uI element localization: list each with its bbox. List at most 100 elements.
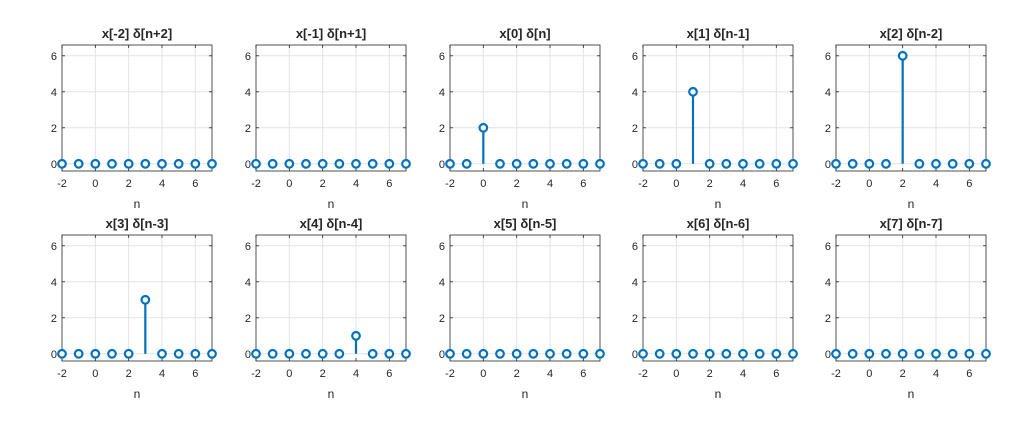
x-tick-label: -2 <box>251 178 261 190</box>
stem-marker <box>461 348 472 359</box>
stem-marker <box>688 86 698 97</box>
axes-background <box>450 45 600 171</box>
x-tick-label: 4 <box>547 368 553 380</box>
y-tick-label: 6 <box>825 241 831 253</box>
stem-marker <box>947 158 958 169</box>
x-tick-label: 2 <box>900 368 906 380</box>
stem-marker <box>914 158 925 169</box>
stem-marker <box>334 348 345 359</box>
x-tick-label: 6 <box>966 178 972 190</box>
stem-marker <box>754 158 765 169</box>
stem-marker <box>738 348 748 359</box>
x-tick-label: 6 <box>966 368 972 380</box>
y-tick-label: 2 <box>825 123 831 135</box>
y-tick-label: 4 <box>825 87 831 99</box>
x-tick-label: 0 <box>866 368 872 380</box>
y-tick-label: 6 <box>245 241 251 253</box>
stem-marker <box>190 348 201 359</box>
y-tick-label: 0 <box>245 349 251 361</box>
stem-marker <box>401 158 411 169</box>
stem-marker <box>721 158 732 169</box>
x-tick-label: 2 <box>900 178 906 190</box>
x-axis-label: n <box>134 197 141 211</box>
x-tick-label: 6 <box>192 368 198 380</box>
stem-marker <box>317 158 328 169</box>
axes-box <box>835 44 987 172</box>
x-tick-label: 4 <box>740 178 746 190</box>
axes-box <box>61 44 213 172</box>
stem-marker <box>688 348 698 359</box>
y-tick-label: 2 <box>51 123 57 135</box>
x-tick-label: 4 <box>159 178 165 190</box>
x-axis-label: n <box>328 387 335 401</box>
y-tick-label: 4 <box>825 277 831 289</box>
stem-marker <box>495 158 505 169</box>
x-tick-label: 2 <box>126 178 132 190</box>
x-axis-label: n <box>522 387 529 401</box>
stem-marker <box>107 158 117 169</box>
stem-marker <box>351 330 361 341</box>
stem-marker <box>788 158 798 169</box>
x-tick-label: 4 <box>933 368 939 380</box>
stem-marker <box>207 158 217 169</box>
x-tick-label: -2 <box>57 368 67 380</box>
x-tick-label: 0 <box>673 178 679 190</box>
stem-marker <box>947 348 958 359</box>
stem-marker <box>334 158 345 169</box>
stem-marker <box>638 348 648 359</box>
y-tick-label: 0 <box>825 349 831 361</box>
stem-marker <box>831 158 841 169</box>
stem-marker <box>545 348 555 359</box>
stem-marker <box>914 348 925 359</box>
axes-background <box>643 235 793 361</box>
axes-box <box>255 234 407 362</box>
subplot-title: x[1] δ[n-1] <box>687 26 750 41</box>
stem-marker <box>771 158 782 169</box>
y-tick-label: 4 <box>245 87 251 99</box>
stem-marker <box>771 348 782 359</box>
x-tick-label: -2 <box>831 368 841 380</box>
stem-marker <box>445 158 455 169</box>
x-tick-label: 6 <box>580 368 586 380</box>
y-tick-label: 6 <box>439 51 445 63</box>
stem-marker <box>73 158 84 169</box>
stem-marker <box>461 158 472 169</box>
axes-box <box>449 44 601 172</box>
x-tick-label: -2 <box>445 178 455 190</box>
y-tick-label: 0 <box>439 159 445 171</box>
stem-marker <box>595 348 605 359</box>
subplot-title: x[7] δ[n-7] <box>880 216 943 231</box>
axes-box <box>642 44 794 172</box>
y-tick-label: 0 <box>632 349 638 361</box>
x-tick-label: 0 <box>480 178 486 190</box>
x-tick-label: 4 <box>353 368 359 380</box>
y-tick-label: 4 <box>632 87 638 99</box>
y-tick-label: 2 <box>439 313 445 325</box>
y-tick-label: 6 <box>51 51 57 63</box>
axes-box <box>255 44 407 172</box>
stem-marker <box>445 348 455 359</box>
stem-marker <box>57 348 67 359</box>
stem-marker <box>981 348 991 359</box>
stem-marker <box>704 158 715 169</box>
stem-marker <box>638 158 648 169</box>
stem-marker <box>545 158 555 169</box>
subplot-title: x[3] δ[n-3] <box>106 216 169 231</box>
stem-marker <box>478 122 489 133</box>
axes-background <box>62 45 212 171</box>
x-axis-label: n <box>715 387 722 401</box>
stem-marker <box>578 348 589 359</box>
y-tick-label: 2 <box>245 313 251 325</box>
y-tick-label: 2 <box>632 123 638 135</box>
x-tick-label: 4 <box>159 368 165 380</box>
stem-marker <box>251 158 261 169</box>
y-tick-label: 2 <box>439 123 445 135</box>
stem-marker <box>173 348 184 359</box>
x-tick-label: 4 <box>547 178 553 190</box>
stem-marker <box>140 158 151 169</box>
x-axis-label: n <box>908 387 915 401</box>
